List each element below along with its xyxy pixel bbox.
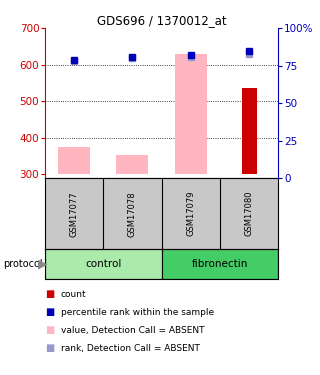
Bar — [45, 249, 162, 279]
Text: ■: ■ — [45, 344, 54, 353]
Bar — [175, 54, 207, 174]
Text: control: control — [85, 260, 121, 269]
Text: count: count — [61, 290, 86, 299]
Text: ■: ■ — [45, 308, 54, 317]
Text: protocol: protocol — [3, 260, 43, 269]
Text: percentile rank within the sample: percentile rank within the sample — [61, 308, 214, 317]
Text: fibronectin: fibronectin — [192, 260, 248, 269]
Text: ■: ■ — [45, 290, 54, 299]
Bar — [58, 147, 90, 174]
Text: value, Detection Call = ABSENT: value, Detection Call = ABSENT — [61, 326, 204, 335]
Text: ■: ■ — [45, 326, 54, 335]
Text: rank, Detection Call = ABSENT: rank, Detection Call = ABSENT — [61, 344, 200, 353]
Text: ▶: ▶ — [38, 258, 47, 271]
Text: GSM17078: GSM17078 — [128, 191, 137, 237]
Text: GSM17079: GSM17079 — [186, 191, 195, 237]
Bar — [162, 249, 278, 279]
Text: GSM17077: GSM17077 — [69, 191, 78, 237]
Title: GDS696 / 1370012_at: GDS696 / 1370012_at — [97, 14, 227, 27]
Bar — [242, 88, 257, 174]
Text: GSM17080: GSM17080 — [245, 191, 254, 237]
Bar — [116, 156, 148, 174]
